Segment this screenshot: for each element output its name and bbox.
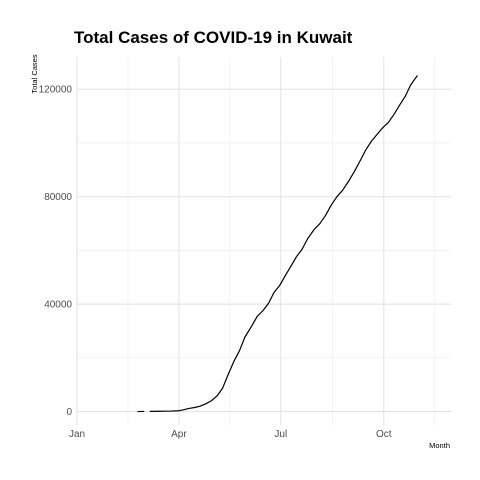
y-tick-label: 80000: [44, 192, 72, 203]
y-tick-label: 120000: [39, 85, 73, 96]
x-tick-label: Apr: [171, 429, 187, 440]
y-axis-title: Total Cases: [30, 54, 39, 93]
series-layer: [137, 75, 418, 413]
x-tick-label: Jan: [69, 429, 85, 440]
y-tick-label: 0: [66, 407, 72, 418]
x-axis-title: Month: [429, 441, 450, 450]
series-line: [149, 75, 418, 413]
chart-title: Total Cases of COVID-19 in Kuwait: [74, 28, 353, 47]
x-tick-label: Oct: [376, 429, 392, 440]
tick-labels: Jan Apr Jul Oct 0 40000 80000 120000: [39, 85, 392, 440]
y-tick-label: 40000: [44, 300, 72, 311]
x-tick-label: Jul: [274, 429, 287, 440]
